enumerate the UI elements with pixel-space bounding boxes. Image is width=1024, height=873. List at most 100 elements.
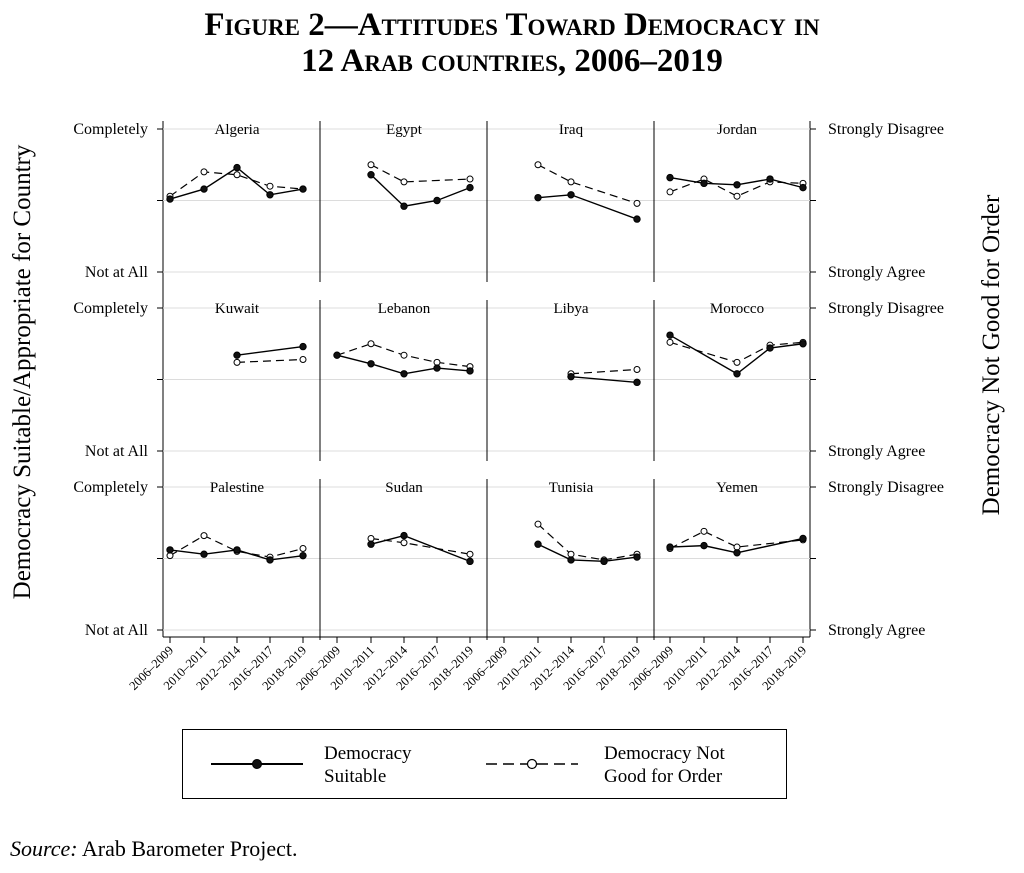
point-suitable-egypt [466, 183, 474, 192]
point-not-good-kuwait [233, 358, 241, 366]
point-not-good-iraq [567, 178, 575, 186]
point-not-good-jordan [733, 192, 741, 200]
legend-symbol-suitable [211, 759, 303, 769]
point-suitable-morocco [733, 370, 741, 378]
series-line-suitable-morocco [669, 334, 804, 375]
legend: Democracy Suitable Democracy Not Good fo… [182, 729, 787, 799]
point-suitable-kuwait [299, 342, 307, 351]
point-suitable-tunisia [600, 557, 608, 566]
point-suitable-algeria [166, 195, 174, 203]
left-tick-label-top: Completely [73, 479, 148, 496]
source-note: Source: Arab Barometer Project. [10, 836, 298, 862]
point-not-good-sudan [466, 550, 474, 558]
point-not-good-lebanon [367, 340, 375, 348]
source-text: Arab Barometer Project. [81, 836, 298, 861]
right-tick-label-bottom: Strongly Agree [828, 622, 925, 639]
legend-not-good-line1: Democracy Not [604, 743, 725, 764]
point-not-good-egypt [466, 175, 474, 183]
series-line-not-good-palestine [169, 534, 304, 558]
left-tick-label-top: Completely [73, 300, 148, 317]
point-suitable-egypt [367, 171, 375, 179]
point-not-good-kuwait [299, 355, 307, 363]
point-suitable-libya [633, 378, 641, 387]
panel-title-yemen: Yemen [716, 480, 758, 496]
series-line-suitable-egypt [370, 174, 471, 207]
point-suitable-algeria [233, 163, 241, 172]
point-suitable-kuwait [233, 351, 241, 359]
point-not-good-algeria [233, 171, 241, 179]
point-suitable-palestine [200, 550, 208, 558]
series-line-suitable-iraq [537, 194, 638, 220]
point-suitable-yemen [700, 541, 708, 550]
series-line-not-good-iraq [537, 164, 638, 204]
panel-title-libya: Libya [554, 301, 589, 317]
point-suitable-morocco [766, 344, 774, 352]
panel-title-iraq: Iraq [559, 122, 584, 138]
panel-title-sudan: Sudan [385, 480, 423, 496]
point-suitable-jordan [700, 179, 708, 188]
legend-suitable-line1: Democracy [324, 743, 412, 764]
point-suitable-iraq [534, 193, 542, 202]
point-suitable-jordan [733, 181, 741, 189]
series-line-not-good-morocco [669, 341, 804, 363]
point-suitable-iraq [633, 215, 641, 223]
point-suitable-palestine [299, 551, 307, 560]
source-label: Source: [10, 836, 78, 861]
point-not-good-sudan [400, 539, 408, 547]
series-line-suitable-kuwait [236, 345, 304, 356]
point-suitable-sudan [466, 557, 474, 566]
point-suitable-algeria [266, 191, 274, 199]
point-not-good-tunisia [534, 520, 542, 528]
point-not-good-iraq [534, 161, 542, 169]
point-suitable-tunisia [534, 540, 542, 548]
point-suitable-lebanon [367, 360, 375, 368]
right-tick-label-bottom: Strongly Agree [828, 443, 925, 460]
point-not-good-egypt [367, 161, 375, 169]
point-suitable-yemen [799, 534, 807, 543]
panel-title-jordan: Jordan [717, 122, 757, 138]
panel-title-kuwait: Kuwait [215, 301, 260, 317]
chart-title-line-2: 12 Arab countries, 2006–2019 [301, 43, 723, 79]
panel-title-egypt: Egypt [386, 122, 423, 138]
legend-suitable-line2: Suitable [324, 766, 387, 787]
panel-title-morocco: Morocco [710, 301, 764, 317]
point-not-good-algeria [200, 168, 208, 176]
series-line-suitable-yemen [669, 537, 804, 554]
point-suitable-algeria [299, 185, 307, 193]
point-not-good-lebanon [400, 351, 408, 359]
point-suitable-palestine [166, 546, 174, 554]
chart-title-line-1: Figure 2—Attitudes Toward Democracy in [204, 7, 820, 43]
legend-label-suitable: Democracy Suitable [324, 742, 412, 788]
point-suitable-yemen [733, 549, 741, 557]
point-suitable-tunisia [633, 553, 641, 561]
point-suitable-iraq [567, 191, 575, 199]
point-not-good-egypt [400, 178, 408, 186]
point-not-good-yemen [700, 527, 708, 535]
left-tick-label-bottom: Not at All [85, 622, 149, 639]
point-suitable-jordan [766, 175, 774, 183]
series-line-suitable-tunisia [537, 543, 638, 563]
point-not-good-algeria [266, 182, 274, 190]
point-not-good-jordan [666, 188, 674, 196]
point-suitable-lebanon [466, 367, 474, 375]
point-suitable-lebanon [333, 351, 341, 359]
point-suitable-palestine [233, 546, 241, 554]
legend-symbol-not-good [486, 758, 578, 770]
right-tick-label-bottom: Strongly Agree [828, 264, 925, 281]
point-not-good-iraq [633, 199, 641, 207]
point-suitable-morocco [666, 331, 674, 339]
series-line-not-good-yemen [669, 530, 804, 550]
point-not-good-libya [633, 365, 641, 373]
point-not-good-morocco [666, 338, 674, 346]
legend-label-not-good: Democracy Not Good for Order [604, 742, 725, 788]
point-not-good-palestine [299, 544, 307, 552]
right-tick-label-top: Strongly Disagree [828, 479, 944, 496]
panel-title-tunisia: Tunisia [549, 480, 594, 496]
point-suitable-yemen [666, 543, 674, 551]
series-line-suitable-sudan [370, 534, 471, 563]
point-suitable-lebanon [433, 364, 441, 372]
point-not-good-palestine [200, 532, 208, 540]
point-suitable-jordan [666, 173, 674, 182]
point-suitable-morocco [799, 340, 807, 348]
